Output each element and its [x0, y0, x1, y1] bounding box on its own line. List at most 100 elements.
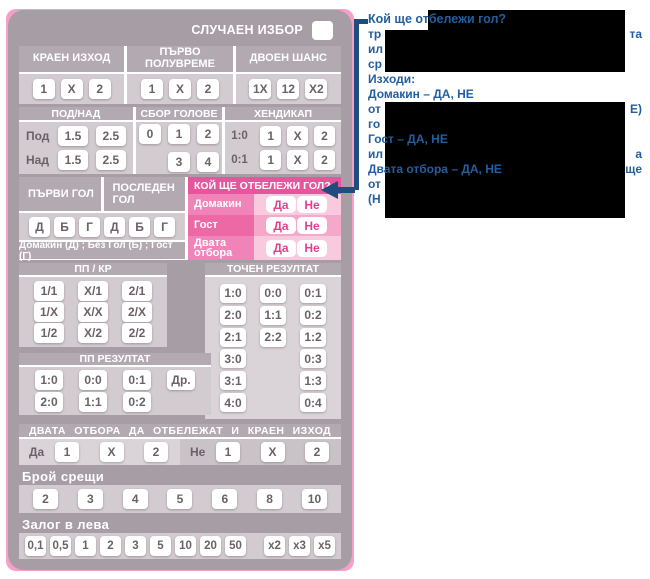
ht-ft-button[interactable]: 2/1 [122, 281, 152, 301]
total-goals-button[interactable]: 4 [197, 151, 220, 172]
exact-result-button[interactable]: 2:2 [260, 327, 286, 347]
ht-result-button[interactable]: 0:2 [123, 391, 151, 412]
stake-button[interactable]: 5 [150, 536, 171, 556]
goal-letter-button[interactable]: Д [104, 216, 125, 237]
ht-result-button[interactable]: Др. [167, 370, 195, 391]
ht-ft-button[interactable]: X/1 [78, 281, 108, 301]
exact-result-button[interactable]: 0:2 [300, 305, 326, 325]
goal-letter-button[interactable]: Б [129, 216, 150, 237]
ht-result-button[interactable]: 1:0 [35, 370, 63, 391]
goal-letter-button[interactable]: Г [79, 216, 100, 237]
btts-yes-button[interactable]: 2 [144, 442, 168, 462]
first-half-button[interactable]: 1 [140, 79, 163, 99]
ht-result-button[interactable]: 1:1 [79, 391, 107, 412]
random-pick-checkbox[interactable] [312, 20, 333, 40]
annotation-line: го [368, 117, 381, 131]
stake-button[interactable]: 0,1 [25, 536, 46, 556]
total-goals-button[interactable]: 2 [197, 124, 220, 145]
multiplier-button[interactable]: x5 [314, 536, 335, 556]
yes-button[interactable]: Да [266, 239, 296, 257]
handicap-button[interactable]: 1 [260, 150, 282, 170]
ht-result-button[interactable]: 0:1 [123, 370, 151, 391]
ht-ft-button[interactable]: 1/X [34, 302, 64, 322]
over-button[interactable]: 2.5 [95, 150, 126, 170]
ht-ft-button[interactable]: 2/X [122, 302, 152, 322]
goal-letter-button[interactable]: Б [54, 216, 75, 237]
yes-button[interactable]: Да [266, 217, 296, 234]
exact-result-button[interactable]: 1:1 [260, 305, 286, 325]
result-markets-row: ПП / КР 1/1 X/1 2/1 1/X X/X 2/X 1/2 X/2 2/2 ТОЧЕ… [19, 263, 341, 421]
matches-count-button[interactable]: 10 [301, 489, 327, 509]
exact-result-button[interactable]: 1:0 [220, 283, 246, 303]
double-chance-button[interactable]: X2 [305, 79, 328, 99]
double-chance-button[interactable]: 12 [277, 79, 300, 99]
annotation-line: ср [368, 57, 383, 71]
matches-count-button[interactable]: 6 [212, 489, 238, 509]
exact-result-button[interactable]: 2:1 [220, 327, 246, 347]
no-button[interactable]: Не [297, 217, 327, 234]
stake-button[interactable]: 50 [225, 536, 246, 556]
exact-result-button[interactable]: 1:3 [300, 371, 326, 391]
btts-no-button[interactable]: 1 [216, 442, 240, 462]
handicap-button[interactable]: X [287, 150, 309, 170]
multiplier-button[interactable]: x2 [264, 536, 285, 556]
btts-no-button[interactable]: 2 [305, 442, 329, 462]
ht-ft-button[interactable]: 1/1 [34, 281, 64, 301]
matches-count-button[interactable]: 2 [33, 489, 58, 509]
handicap-button[interactable]: 2 [313, 150, 335, 170]
stake-button[interactable]: 0,5 [50, 536, 71, 556]
btts-yes-button[interactable]: 1 [55, 442, 79, 462]
exact-result-button[interactable]: 0:3 [300, 349, 326, 369]
stake-button[interactable]: 2 [100, 536, 121, 556]
ht-result-button[interactable]: 2:0 [35, 391, 63, 412]
goal-letter-button[interactable]: Г [154, 216, 175, 237]
btts-yes-button[interactable]: X [99, 442, 124, 462]
matches-count-button[interactable]: 8 [257, 489, 283, 509]
total-goals-button[interactable]: 1 [168, 124, 191, 145]
multiplier-button[interactable]: x3 [289, 536, 310, 556]
handicap-button[interactable]: 2 [313, 126, 335, 146]
who-scores-row-guest: Гост Да Не [188, 215, 341, 236]
matches-count-button[interactable]: 3 [77, 489, 103, 509]
ht-ft-button[interactable]: 2/2 [122, 323, 152, 343]
stake-button[interactable]: 20 [200, 536, 221, 556]
total-goals-button[interactable]: 3 [168, 151, 191, 172]
double-chance-button[interactable]: 1X [249, 79, 272, 99]
goal-letter-button[interactable]: Д [29, 216, 50, 237]
no-button[interactable]: Не [297, 239, 327, 257]
btts-no-button[interactable]: X [260, 442, 285, 462]
exact-result-button[interactable]: 0:0 [260, 283, 286, 303]
final-outcome-button[interactable]: 1 [32, 79, 55, 99]
exact-result-button[interactable]: 0:4 [300, 393, 326, 413]
exact-result-button[interactable]: 4:0 [220, 393, 246, 413]
ht-ft-button[interactable]: X/2 [78, 323, 108, 343]
over-button[interactable]: 1.5 [58, 150, 88, 170]
handicap-button[interactable]: X [287, 126, 309, 146]
final-outcome-button[interactable]: X [60, 79, 83, 99]
first-half-button[interactable]: X [168, 79, 191, 99]
total-goals-button[interactable]: 0 [139, 124, 162, 145]
stake-button[interactable]: 10 [175, 536, 196, 556]
no-button[interactable]: Не [297, 196, 327, 213]
under-button[interactable]: 2.5 [95, 126, 126, 146]
ht-ft-button[interactable]: 1/2 [34, 323, 64, 343]
stake-button[interactable]: 1 [75, 536, 96, 556]
exact-result-button[interactable]: 0:1 [300, 283, 326, 303]
ht-ft-button[interactable]: X/X [78, 302, 108, 322]
exact-result-button[interactable]: 3:1 [220, 371, 246, 391]
exact-result-button[interactable]: 3:0 [220, 349, 246, 369]
handicap-button[interactable]: 1 [260, 126, 282, 146]
yes-button[interactable]: Да [266, 196, 296, 213]
exact-result-button[interactable]: 1:2 [300, 327, 326, 347]
matches-count-button[interactable]: 4 [122, 489, 148, 509]
matches-count-button[interactable]: 5 [167, 489, 193, 509]
under-button[interactable]: 1.5 [58, 126, 88, 146]
first-half-button[interactable]: 2 [196, 79, 219, 99]
ht-result-button[interactable]: 0:0 [79, 370, 107, 391]
exact-result-button[interactable]: 2:0 [220, 305, 246, 325]
stake-button[interactable]: 3 [125, 536, 146, 556]
final-outcome-button[interactable]: 2 [88, 79, 111, 99]
btts-yes-label: Да [29, 445, 45, 459]
